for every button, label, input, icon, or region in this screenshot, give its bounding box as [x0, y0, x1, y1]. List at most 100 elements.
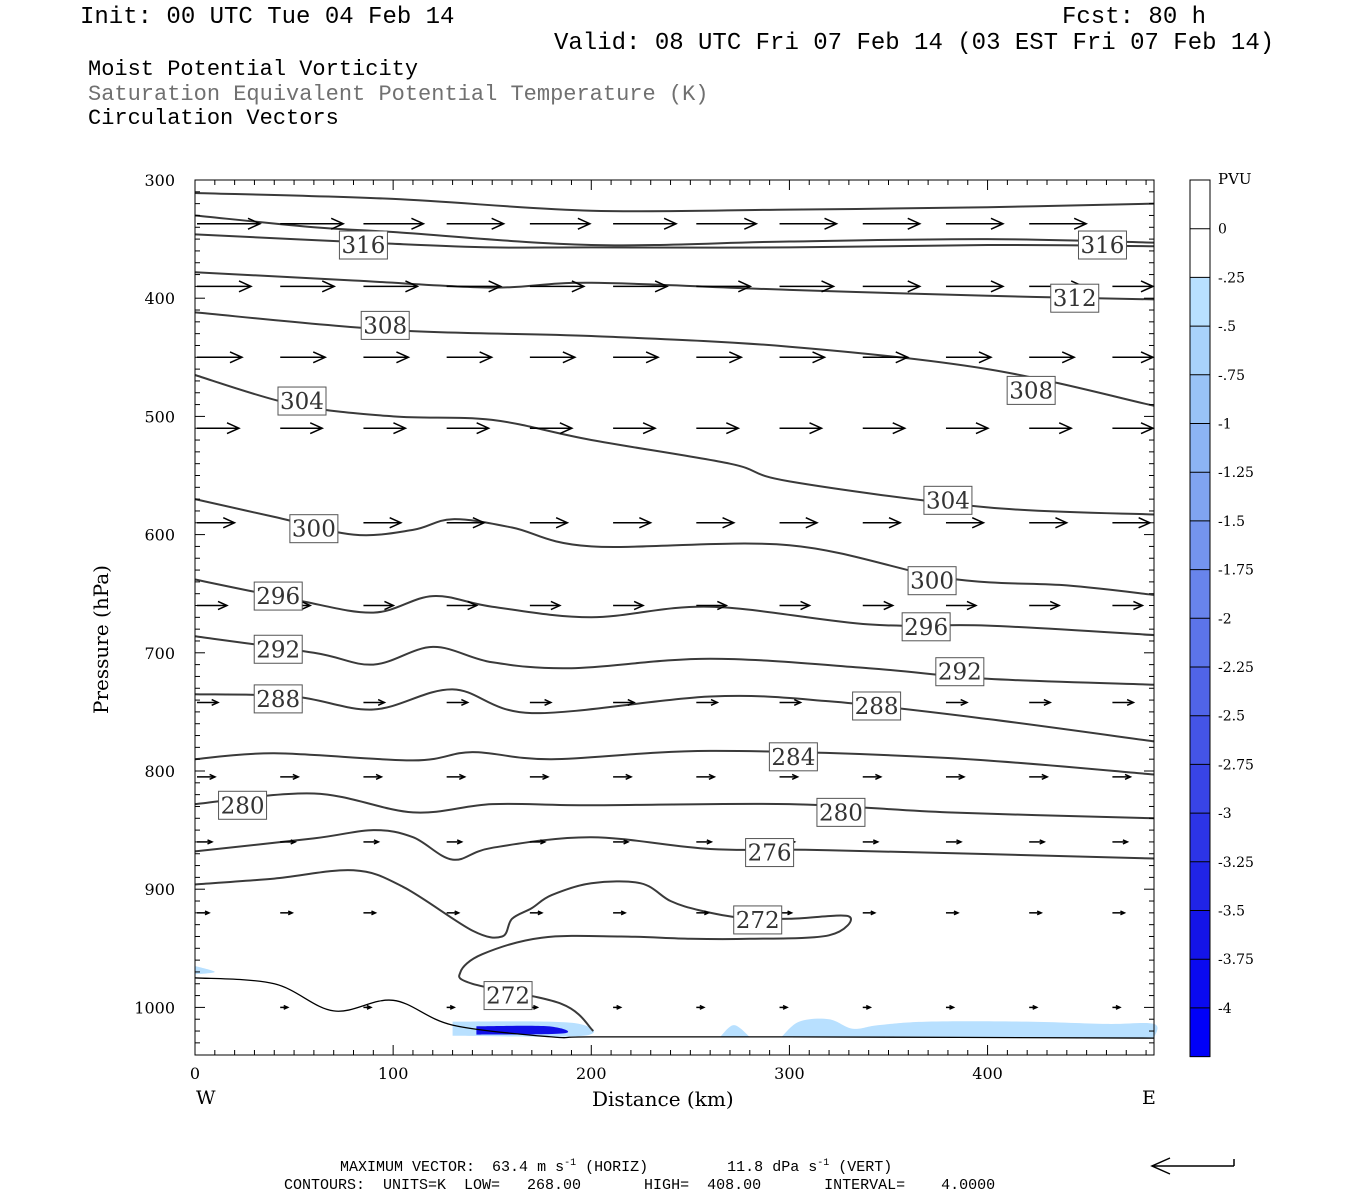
vector-head [704, 910, 711, 916]
vector-head [292, 773, 301, 781]
vector-arrow [197, 280, 253, 293]
vector-head [953, 910, 960, 916]
vector-head [467, 600, 479, 611]
vector-head [620, 910, 627, 916]
colorbar-segment [1190, 813, 1210, 863]
vector-arrow [696, 351, 744, 364]
vector-arrow [1029, 910, 1044, 916]
isentrope-284 [194, 749, 1155, 776]
plot-frame [194, 179, 1155, 1056]
vector-head [229, 351, 244, 364]
isentrope-272 [194, 869, 852, 1032]
y-axis-label: Pressure (hPa) [89, 565, 113, 714]
colorbar-segment [1190, 861, 1210, 911]
vector-arrow [446, 600, 479, 611]
vector-head [411, 217, 426, 230]
vector-arrow [779, 517, 819, 529]
vector-arrow [613, 839, 630, 845]
colorbar-segment [1190, 715, 1210, 765]
vector-head [542, 773, 550, 781]
vector-head [623, 839, 630, 845]
vector-head [1032, 1004, 1039, 1010]
colorbar-segment [1190, 277, 1210, 327]
vector-arrow [197, 351, 244, 364]
vector-head [321, 280, 337, 293]
vector-head [907, 217, 922, 230]
vector-head [1115, 1004, 1122, 1010]
vector-arrow [1029, 217, 1089, 230]
vector-arrow [1029, 773, 1050, 781]
contour-label-box [907, 566, 957, 596]
contour-label: 308 [1006, 375, 1056, 405]
vector-arrow [280, 422, 325, 435]
vector-head [888, 517, 903, 529]
title-vectors: Circulation Vectors [88, 106, 339, 131]
vector-arrow [862, 839, 880, 845]
vector-head [207, 839, 214, 845]
vector-arrow [1029, 1004, 1039, 1010]
contour-label: 312 [1050, 283, 1100, 313]
vector-head [1049, 600, 1062, 611]
vector-arrow [363, 517, 403, 529]
vector-head [663, 217, 678, 230]
vector-arrow [945, 1004, 956, 1010]
vert-exp: -1 [817, 1158, 830, 1169]
vector-head [1073, 217, 1089, 230]
vector-arrow [363, 1004, 373, 1010]
vector-head [479, 351, 494, 364]
colorbar-segment [1190, 959, 1210, 1009]
vector-arrow [197, 600, 229, 611]
contour-label-text: 304 [926, 488, 970, 514]
vector-arrow [446, 280, 503, 293]
vector-arrow [613, 280, 669, 293]
colorbar-segment [1190, 910, 1210, 960]
vector-arrow [945, 351, 993, 364]
contour-label-box [277, 386, 327, 416]
vector-arrow [1112, 698, 1136, 706]
west-label: W [196, 1087, 216, 1109]
vector-arrow [1112, 839, 1130, 845]
max-vector-line: MAXIMUM VECTOR: 63.4 m s-1 (HORIZ) 11.8 … [340, 1158, 892, 1176]
y-tick-label: 500 [144, 407, 175, 426]
vector-head [892, 422, 907, 435]
colorbar-label: -2 [1218, 611, 1232, 627]
vector-head [812, 351, 827, 364]
isentrope-292 [194, 635, 1155, 686]
contour-label-text: 296 [904, 615, 948, 641]
colorbar-segment [1190, 520, 1210, 571]
colorbar-label: -1 [1218, 417, 1232, 433]
colorbar-label: -.5 [1218, 319, 1236, 335]
vector-arrow [1112, 1004, 1122, 1010]
contour-label: 280 [218, 790, 268, 820]
contour-label: 296 [901, 612, 951, 642]
vector-head [872, 839, 880, 845]
vector-arrow [529, 839, 547, 845]
y-tick-label: 900 [144, 880, 175, 899]
vector-head [654, 280, 669, 293]
vector-arrow [613, 773, 633, 781]
vector-arrow [779, 280, 836, 293]
vector-head [312, 351, 328, 364]
vector-head [217, 600, 229, 611]
contour-label-box [852, 691, 902, 721]
vector-head [544, 698, 553, 706]
vector-arrow [696, 422, 741, 435]
isentrope-296 [194, 578, 1155, 637]
x-tick-label: 0 [190, 1064, 200, 1083]
horiz-unit: m s [537, 1159, 565, 1176]
vector-head [729, 351, 744, 364]
vector-head [309, 422, 325, 435]
colorbar-segment [1190, 374, 1210, 424]
colorbar-segment [1190, 228, 1210, 278]
colorbar-label: -.75 [1218, 368, 1245, 384]
vector-arrow [446, 839, 464, 845]
vector-head [204, 910, 211, 916]
contour-label-text: 296 [256, 584, 300, 610]
vector-arrow [696, 517, 736, 529]
contour-label: 292 [253, 634, 303, 664]
vector-arrow [613, 1004, 623, 1010]
isentrope-300 [194, 498, 1155, 596]
vector-arrow [280, 839, 298, 845]
contour-label-text: 280 [819, 800, 863, 826]
